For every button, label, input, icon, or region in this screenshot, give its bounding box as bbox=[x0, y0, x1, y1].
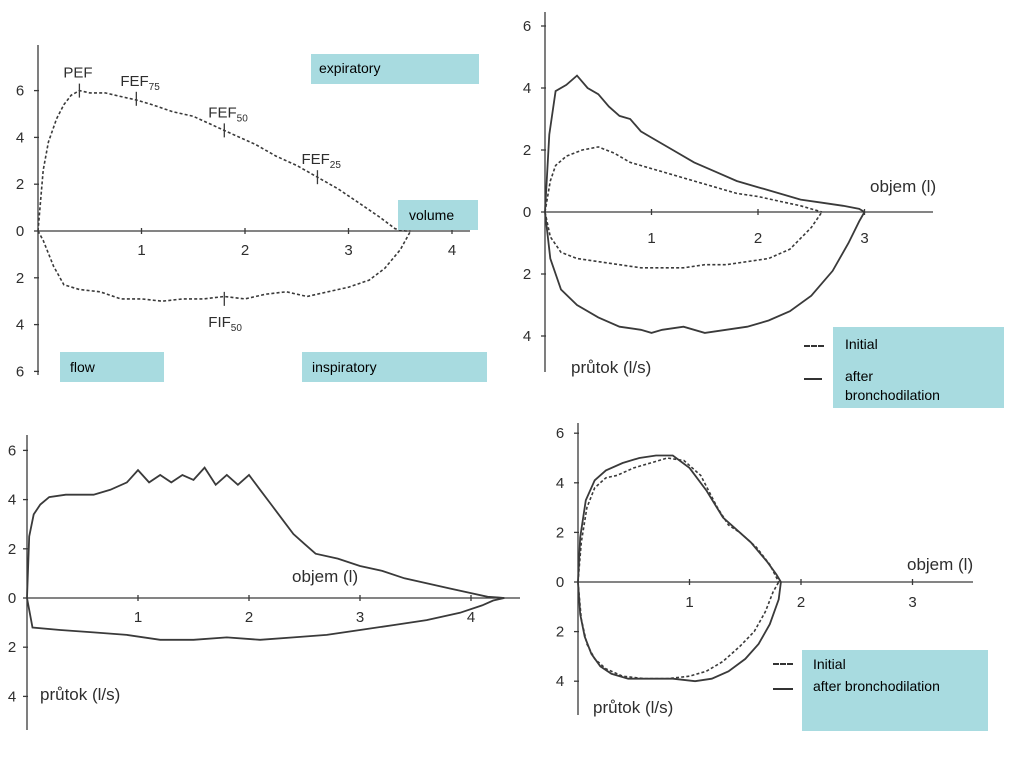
y-tick-label: 2 bbox=[556, 624, 564, 641]
x-axis-label: objem (l) bbox=[292, 567, 358, 586]
legend-label-initial-chart4: Initial bbox=[813, 656, 846, 672]
y-tick-label: 2 bbox=[16, 270, 24, 287]
y-tick-label: 2 bbox=[556, 524, 564, 541]
marker-label: FEF50 bbox=[208, 104, 248, 124]
series-line-initial-0 bbox=[544, 146, 823, 213]
x-tick-label: 2 bbox=[754, 230, 762, 247]
y-tick-label: 6 bbox=[8, 442, 16, 459]
marker-subscript: 25 bbox=[330, 160, 342, 171]
x-tick-label: 1 bbox=[685, 594, 693, 611]
legend-line-after-chart4 bbox=[773, 688, 793, 690]
x-tick-label: 2 bbox=[797, 594, 805, 611]
y-tick-label: 6 bbox=[16, 83, 24, 100]
x-tick-label: 3 bbox=[344, 242, 352, 259]
y-tick-label: 4 bbox=[8, 688, 16, 705]
y-tick-label: 2 bbox=[523, 266, 531, 283]
y-tick-label: 2 bbox=[523, 142, 531, 159]
legend-line-initial-chart4 bbox=[773, 663, 793, 665]
legend-label-after-chart2: after bronchodilation bbox=[845, 367, 940, 405]
legend-label-after-line2: bronchodilation bbox=[845, 387, 940, 403]
y-tick-label: 2 bbox=[8, 541, 16, 558]
marker-label: FIF50 bbox=[208, 314, 242, 334]
chart-bronchodilation-small-change: 1 2 3 6 4 2 0 2 4 objem (l) průtok (l/s) bbox=[556, 423, 973, 717]
legend-line-after-chart2 bbox=[804, 378, 822, 380]
series-line-after-3 bbox=[577, 581, 782, 683]
series-line-after-3 bbox=[544, 211, 866, 334]
series-line-initial-1 bbox=[37, 230, 412, 303]
x-tick-label: 4 bbox=[448, 242, 456, 259]
y-axis-label: průtok (l/s) bbox=[593, 698, 673, 717]
marker-label: FEF25 bbox=[301, 151, 341, 171]
x-axis-label: objem (l) bbox=[870, 177, 936, 196]
series-line-initial-1 bbox=[577, 581, 780, 680]
legend-label-after-chart4: after bronchodilation bbox=[813, 678, 940, 694]
series-line-after-1 bbox=[26, 597, 505, 641]
x-tick-label: 4 bbox=[467, 609, 475, 626]
y-tick-label: 0 bbox=[556, 574, 564, 591]
legend-box-chart2 bbox=[833, 327, 1004, 408]
legend-label-initial-chart2: Initial bbox=[845, 336, 878, 352]
volume-box: volume bbox=[398, 200, 478, 230]
chart-flow-volume-reference: 1 2 3 4 6 4 2 0 2 4 6 PEF FEF75 FEF50 FEF25 FIF50 bbox=[16, 45, 470, 380]
y-tick-label: 6 bbox=[523, 18, 531, 35]
y-tick-label: 2 bbox=[8, 639, 16, 656]
expiratory-box: expiratory bbox=[311, 54, 479, 84]
marker-label: PEF bbox=[63, 65, 92, 82]
x-tick-label: 3 bbox=[860, 230, 868, 247]
x-axis-label: objem (l) bbox=[907, 555, 973, 574]
marker-label: FEF75 bbox=[120, 73, 160, 93]
y-tick-label: 6 bbox=[16, 363, 24, 380]
y-tick-label: 0 bbox=[16, 223, 24, 240]
x-tick-label: 2 bbox=[245, 609, 253, 626]
marker-subscript: 50 bbox=[231, 323, 243, 334]
legend-label-after-line1: after bbox=[845, 368, 874, 384]
chart-flow-volume-loop: 1 2 3 4 6 4 2 0 2 4 objem (l) průtok (l/s) bbox=[8, 435, 520, 730]
y-tick-label: 0 bbox=[8, 590, 16, 607]
series-line-initial-0 bbox=[37, 89, 411, 232]
series-line-initial-0 bbox=[577, 457, 780, 583]
x-tick-label: 2 bbox=[241, 242, 249, 259]
series-line-initial-1 bbox=[544, 211, 823, 269]
series-line-after-2 bbox=[577, 454, 782, 583]
inspiratory-box: inspiratory bbox=[302, 352, 487, 382]
y-tick-label: 0 bbox=[523, 204, 531, 221]
y-tick-label: 4 bbox=[556, 475, 564, 492]
y-tick-label: 6 bbox=[556, 425, 564, 442]
x-tick-label: 1 bbox=[137, 242, 145, 259]
marker-subscript: 75 bbox=[149, 82, 161, 93]
y-tick-label: 4 bbox=[523, 328, 531, 345]
marker-subscript: 50 bbox=[237, 113, 249, 124]
legend-box-chart4 bbox=[802, 650, 988, 731]
y-axis-label: průtok (l/s) bbox=[571, 358, 651, 377]
chart-bronchodilation-response: 1 2 3 6 4 2 0 2 4 objem (l) průtok (l/s) bbox=[523, 12, 936, 377]
x-tick-label: 1 bbox=[647, 230, 655, 247]
y-tick-label: 4 bbox=[16, 317, 24, 334]
flow-box: flow bbox=[60, 352, 164, 382]
series-line-after-0 bbox=[26, 466, 505, 599]
y-tick-label: 4 bbox=[16, 129, 24, 146]
legend-line-initial-chart2 bbox=[804, 345, 824, 347]
y-tick-label: 4 bbox=[556, 673, 564, 690]
series-line-after-2 bbox=[544, 74, 865, 213]
x-tick-label: 1 bbox=[134, 609, 142, 626]
y-tick-label: 4 bbox=[8, 492, 16, 509]
y-tick-label: 2 bbox=[16, 176, 24, 193]
x-tick-label: 3 bbox=[356, 609, 364, 626]
y-tick-label: 4 bbox=[523, 80, 531, 97]
y-axis-label: průtok (l/s) bbox=[40, 685, 120, 704]
x-tick-label: 3 bbox=[908, 594, 916, 611]
